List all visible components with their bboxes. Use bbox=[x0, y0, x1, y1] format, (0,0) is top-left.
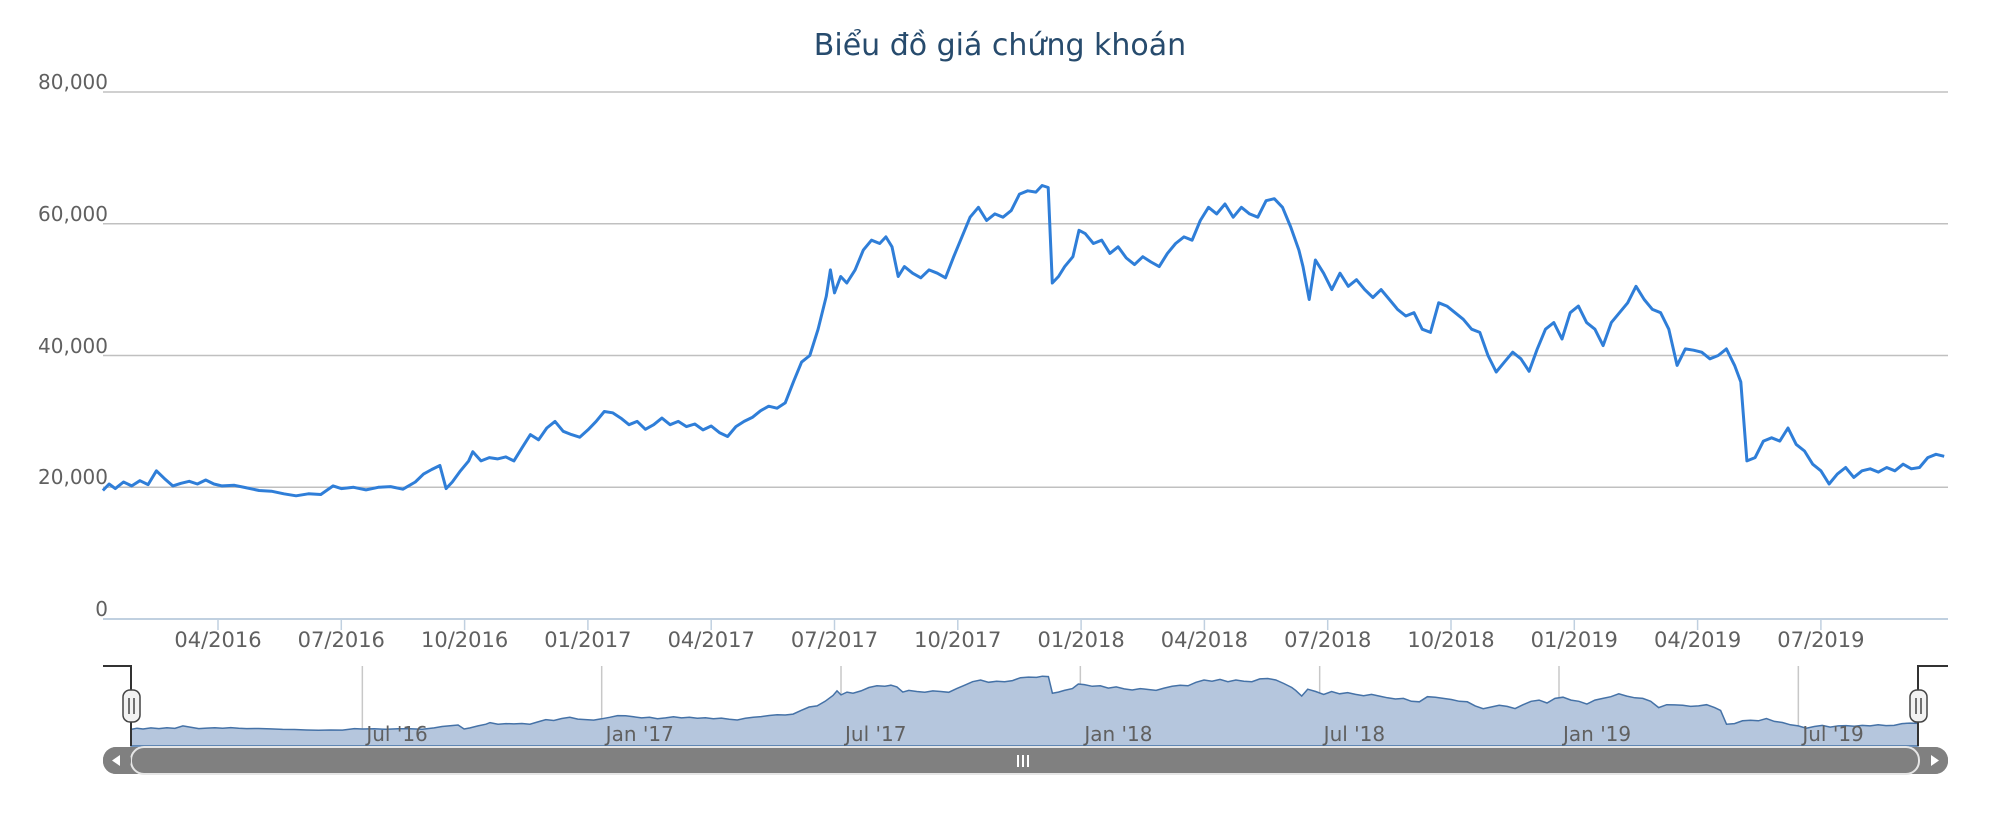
x-tick-label: 07/2017 bbox=[790, 628, 879, 652]
triangle-right-icon bbox=[1931, 755, 1939, 766]
navigator-right-handle[interactable] bbox=[1909, 689, 1928, 723]
navigator-label: Jul '16 bbox=[366, 722, 428, 746]
x-tick-label: 01/2018 bbox=[1037, 628, 1125, 652]
scrollbar-grip[interactable] bbox=[1017, 755, 1029, 767]
x-tick-label: 04/2017 bbox=[667, 628, 755, 652]
navigator-label: Jan '17 bbox=[605, 722, 674, 746]
y-tick-label: 60,000 bbox=[38, 202, 108, 226]
x-tick-label: 10/2016 bbox=[420, 628, 509, 652]
y-tick-label: 0 bbox=[95, 597, 108, 621]
y-tick-label: 40,000 bbox=[38, 334, 108, 358]
navigator-label: Jul '19 bbox=[1802, 722, 1864, 746]
x-tick-label: 10/2018 bbox=[1407, 628, 1495, 652]
y-tick-label: 80,000 bbox=[38, 70, 108, 94]
x-axis-ticks bbox=[217, 619, 1822, 630]
scrollbar-right-button[interactable] bbox=[1920, 747, 1948, 774]
x-tick-label: 07/2018 bbox=[1284, 628, 1372, 652]
navigator[interactable] bbox=[103, 665, 1948, 747]
navigator-left-handle[interactable] bbox=[122, 689, 141, 723]
x-tick-label: 07/2019 bbox=[1777, 628, 1865, 652]
x-tick-label: 04/2016 bbox=[174, 628, 262, 652]
navigator-label: Jul '18 bbox=[1323, 722, 1386, 746]
y-tick-label: 20,000 bbox=[38, 465, 108, 489]
scrollbar-left-button[interactable] bbox=[103, 747, 131, 774]
x-tick-label: 10/2017 bbox=[914, 628, 1002, 652]
handle-box[interactable] bbox=[1909, 689, 1928, 723]
gridlines bbox=[103, 91, 1948, 488]
scrollbar[interactable] bbox=[103, 746, 1948, 775]
x-tick-label: 01/2017 bbox=[544, 628, 632, 652]
navigator-label: Jan '18 bbox=[1084, 722, 1153, 746]
price-series-line[interactable] bbox=[101, 184, 1945, 498]
x-tick-label: 04/2019 bbox=[1653, 628, 1742, 652]
scrollbar-thumb[interactable] bbox=[130, 746, 1920, 775]
chart-title: Biểu đồ giá chứng khoán bbox=[813, 28, 1187, 63]
navigator-label: Jan '19 bbox=[1563, 722, 1632, 746]
navigator-label: Jul '17 bbox=[845, 722, 907, 746]
triangle-left-icon bbox=[112, 755, 120, 766]
handle-box[interactable] bbox=[122, 689, 141, 723]
navigator-series-area bbox=[130, 675, 1919, 747]
x-tick-label: 07/2016 bbox=[297, 628, 385, 652]
x-tick-label: 01/2019 bbox=[1530, 628, 1618, 652]
x-tick-label: 04/2018 bbox=[1160, 628, 1249, 652]
